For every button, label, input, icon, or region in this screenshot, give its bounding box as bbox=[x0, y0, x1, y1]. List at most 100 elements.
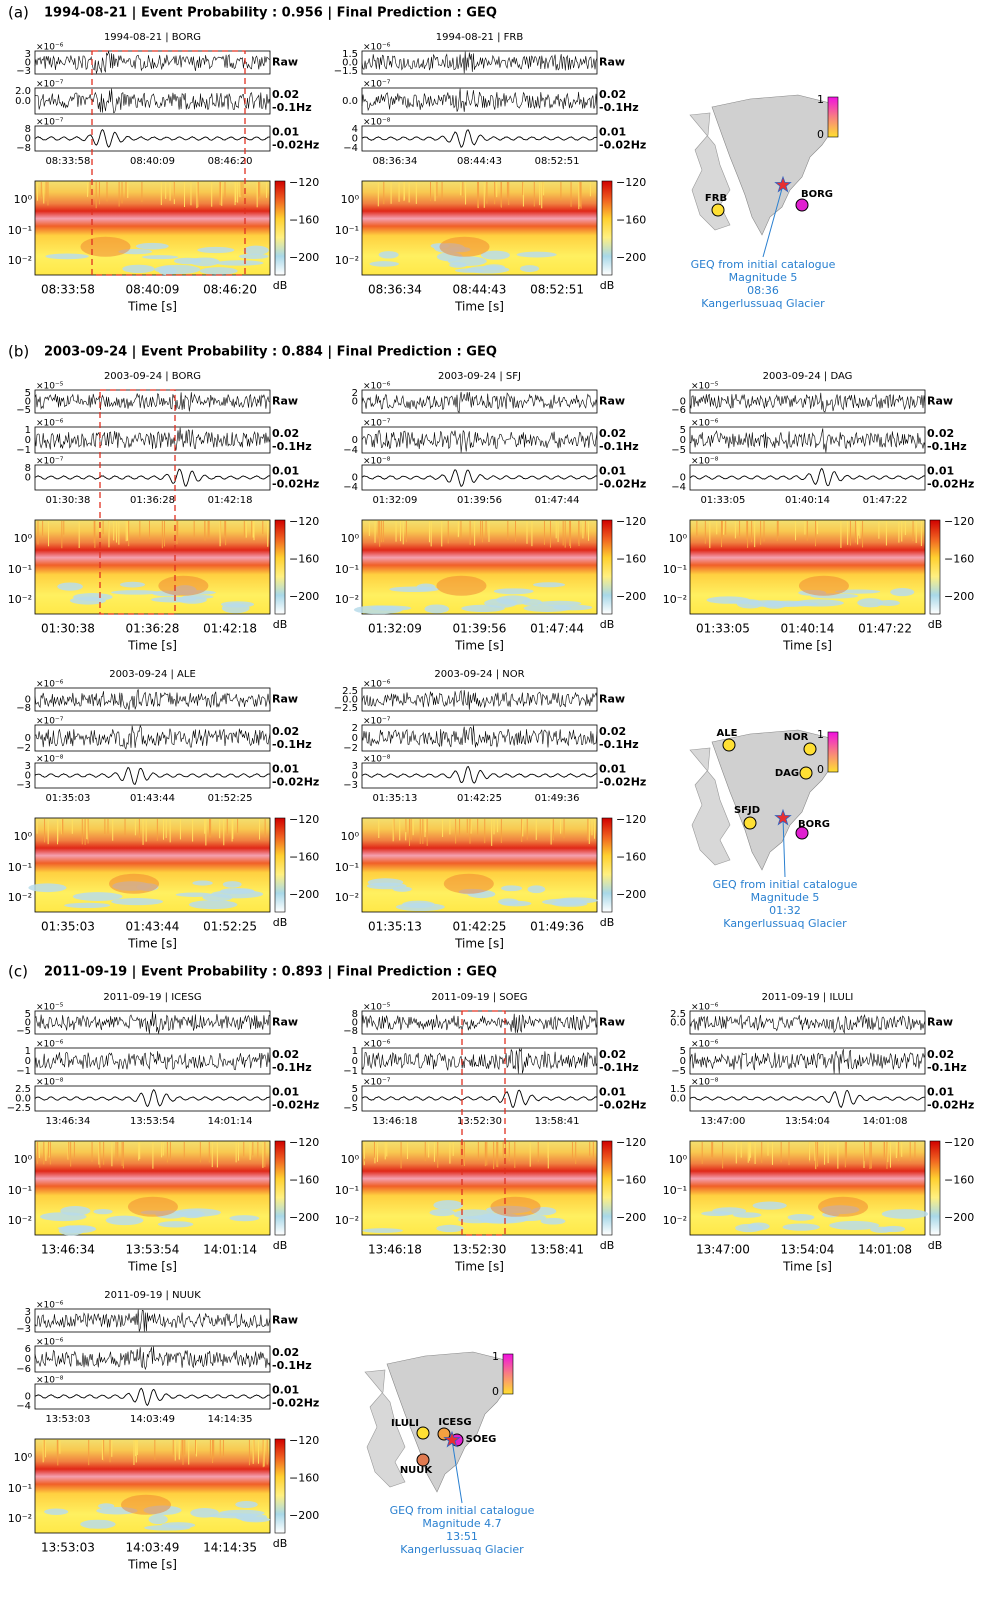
trace-exponent: ×10⁻⁷ bbox=[36, 457, 64, 467]
spectrogram-patch bbox=[436, 1224, 464, 1233]
spectrogram-patch bbox=[243, 245, 269, 255]
trace-ytick: −3 bbox=[343, 780, 358, 791]
spectrogram-energy bbox=[158, 575, 209, 596]
trace-frame bbox=[361, 426, 598, 454]
greenland bbox=[711, 94, 837, 236]
colorbar bbox=[274, 1140, 286, 1236]
trace-frame bbox=[361, 125, 598, 152]
trace-ytick: 0.0 bbox=[15, 1094, 31, 1105]
colorbar-tick: −160 bbox=[616, 552, 646, 565]
spec-xtick: 13:52:30 bbox=[453, 1243, 507, 1257]
waveform bbox=[34, 427, 271, 451]
trace-ytick: −2 bbox=[343, 743, 358, 754]
trace-frame bbox=[361, 724, 598, 752]
trace-time: 01:32:09 bbox=[372, 495, 417, 506]
trace-ytick: 2 bbox=[352, 388, 358, 399]
x-axis-label: Time [s] bbox=[782, 639, 832, 653]
waveform bbox=[361, 51, 598, 74]
trace-ytick: −4 bbox=[343, 482, 358, 493]
spec-ytick: 10⁻¹ bbox=[335, 224, 359, 237]
annotation: Kangerlussuaq Glacier bbox=[723, 917, 847, 930]
trace-ytick: 6 bbox=[25, 1344, 31, 1355]
waveform bbox=[361, 1048, 598, 1074]
colorbar-unit: dB bbox=[600, 279, 615, 292]
band-label: 0.01 bbox=[599, 465, 626, 478]
trace-ytick: 5 bbox=[680, 1046, 686, 1057]
colorbar-unit: dB bbox=[273, 618, 288, 631]
trace-ytick: 8 bbox=[352, 1009, 358, 1020]
annotation-line bbox=[782, 817, 786, 878]
band-label: -0.1Hz bbox=[272, 1359, 312, 1372]
spectrogram-patch bbox=[369, 261, 400, 267]
spec-ytick: 10⁰ bbox=[14, 1451, 33, 1464]
spectrogram-patch bbox=[222, 881, 242, 888]
spec-ytick: 10⁻¹ bbox=[335, 563, 359, 576]
spec-xtick: 13:53:03 bbox=[41, 1541, 95, 1555]
colorbar-unit: dB bbox=[928, 618, 943, 631]
spec-xtick: 13:46:18 bbox=[368, 1243, 422, 1257]
band-label: Raw bbox=[599, 1016, 625, 1029]
annotation: GEQ from initial catalogue bbox=[691, 258, 836, 271]
event-star bbox=[774, 175, 792, 193]
station-title: 1994-08-21 | FRB bbox=[436, 32, 524, 43]
colorbar-tick: −160 bbox=[289, 552, 319, 565]
spectrogram-patch bbox=[45, 253, 89, 260]
spectrogram-patch bbox=[135, 242, 169, 250]
trace-ytick: 0 bbox=[25, 397, 31, 408]
trace-ytick: −1 bbox=[16, 1066, 31, 1077]
band-label: Raw bbox=[599, 693, 625, 706]
spectrogram-patch bbox=[433, 1200, 464, 1211]
spec-xtick: 01:42:18 bbox=[203, 622, 257, 636]
map-colorbar bbox=[827, 731, 839, 773]
spectrogram-patch bbox=[173, 257, 202, 265]
spec-xtick: 13:53:54 bbox=[126, 1243, 180, 1257]
waveform bbox=[34, 1051, 271, 1071]
station-label: DAG bbox=[775, 768, 799, 779]
colorbar bbox=[601, 1140, 613, 1236]
trace-exponent: ×10⁻⁷ bbox=[363, 717, 391, 727]
waveform bbox=[34, 128, 271, 148]
trace-time: 13:54:04 bbox=[785, 1116, 830, 1127]
trace-time: 01:49:36 bbox=[535, 793, 580, 804]
colorbar-tick: −160 bbox=[289, 1471, 319, 1484]
trace-time: 01:30:38 bbox=[45, 495, 90, 506]
trace-frame bbox=[34, 50, 271, 75]
trace-time: 01:47:22 bbox=[863, 495, 908, 506]
colorbar-tick: −160 bbox=[944, 1173, 974, 1186]
spec-ytick: 10⁰ bbox=[669, 1153, 688, 1166]
band-label: -0.02Hz bbox=[272, 478, 319, 491]
spec-ytick: 10⁰ bbox=[669, 532, 688, 545]
trace-ytick: 5 bbox=[680, 425, 686, 436]
spectrogram-patch bbox=[39, 1212, 87, 1222]
spectrogram-patch bbox=[523, 604, 572, 612]
band-label: Raw bbox=[927, 1016, 953, 1029]
trace-ytick: −5 bbox=[16, 1026, 31, 1037]
colorbar-tick: −120 bbox=[289, 176, 319, 189]
spectrogram-patch bbox=[498, 898, 519, 906]
spectrogram-patch bbox=[484, 598, 518, 608]
spec-ytick: 10⁻¹ bbox=[8, 1482, 32, 1495]
spectrogram-patch bbox=[501, 885, 523, 892]
band-label: -0.02Hz bbox=[599, 776, 646, 789]
spectrogram-patch bbox=[44, 1508, 69, 1515]
band-label: 0.02 bbox=[272, 88, 299, 101]
spectrogram-patch bbox=[105, 1215, 144, 1226]
trace-exponent: ×10⁻⁶ bbox=[36, 680, 64, 690]
trace-ytick: 0 bbox=[352, 1018, 358, 1029]
trace-ytick: 0.0 bbox=[342, 96, 358, 107]
colorbar-unit: dB bbox=[273, 1537, 288, 1550]
trace-time: 14:14:35 bbox=[208, 1414, 253, 1425]
band-label: -0.02Hz bbox=[272, 776, 319, 789]
band-label: -0.1Hz bbox=[272, 440, 312, 453]
trace-time: 14:01:14 bbox=[208, 1116, 253, 1127]
trace-ytick: 0 bbox=[352, 473, 358, 484]
waveform bbox=[34, 468, 271, 487]
trace-ytick: 0 bbox=[25, 1056, 31, 1067]
landmass bbox=[364, 1369, 406, 1488]
band-label: 0.01 bbox=[272, 763, 299, 776]
spectrogram-patch bbox=[111, 898, 163, 906]
trace-ytick: 5 bbox=[25, 388, 31, 399]
waveform bbox=[689, 428, 926, 453]
trace-ytick: 1.5 bbox=[670, 1084, 686, 1095]
